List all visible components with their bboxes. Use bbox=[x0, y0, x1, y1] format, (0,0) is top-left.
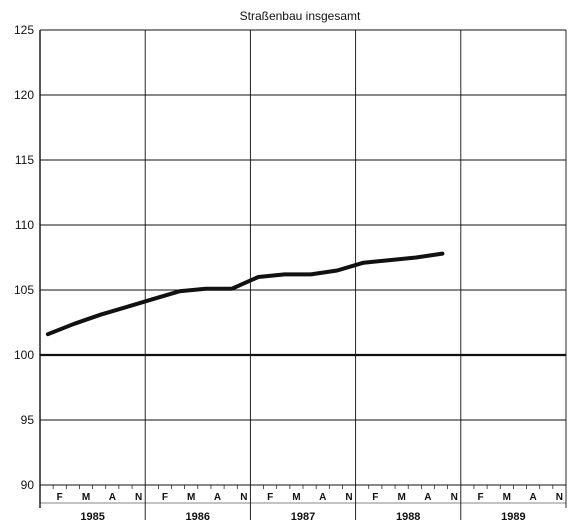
month-tick-label: A bbox=[530, 492, 537, 503]
month-tick-label: M bbox=[82, 492, 90, 503]
month-tick-label: F bbox=[162, 492, 168, 503]
year-label: 1986 bbox=[186, 511, 210, 523]
data-point bbox=[177, 289, 181, 293]
y-tick-label: 110 bbox=[15, 218, 34, 232]
x-axis-ticks: F M A N 1985 F M A N 1986 F M A N 1987 F M A N 1988 F M A N 1989 bbox=[52, 485, 563, 523]
month-tick-label: F bbox=[267, 492, 273, 503]
y-tick-label: 120 bbox=[14, 88, 34, 102]
data-point bbox=[440, 252, 444, 256]
y-tick-label: 105 bbox=[14, 283, 34, 297]
year-label: 1985 bbox=[80, 511, 104, 523]
month-tick-label: F bbox=[372, 492, 378, 503]
data-point bbox=[414, 256, 418, 259]
data-point bbox=[335, 269, 339, 272]
month-tick-label: M bbox=[187, 492, 195, 503]
month-tick-label: F bbox=[477, 492, 483, 503]
month-tick-label: F bbox=[57, 492, 63, 503]
month-tick-label: M bbox=[397, 492, 405, 503]
month-tick-label: A bbox=[424, 492, 431, 503]
chart-title: Straßenbau insgesamt bbox=[240, 9, 361, 23]
y-tick-label: 115 bbox=[15, 153, 34, 167]
month-tick-label: N bbox=[240, 492, 247, 503]
month-tick-label: A bbox=[319, 492, 326, 503]
data-point bbox=[256, 275, 260, 279]
data-point bbox=[151, 297, 155, 301]
month-tick-label: A bbox=[109, 492, 116, 503]
grid bbox=[39, 29, 567, 520]
month-tick-label: N bbox=[345, 492, 352, 503]
y-tick-label: 125 bbox=[14, 23, 34, 37]
series-layer bbox=[45, 251, 445, 337]
month-tick-label: N bbox=[451, 492, 458, 503]
year-label: 1989 bbox=[501, 511, 525, 523]
data-point bbox=[388, 258, 392, 262]
series-line bbox=[45, 251, 445, 337]
y-tick-label: 90 bbox=[21, 478, 35, 492]
month-tick-label: A bbox=[214, 492, 221, 503]
month-tick-label: M bbox=[503, 492, 511, 503]
data-point bbox=[283, 272, 287, 276]
year-label: 1988 bbox=[396, 511, 420, 523]
y-tick-label: 95 bbox=[21, 413, 35, 427]
y-axis-ticks: 90 95 100 105 110 115 120 125 bbox=[14, 23, 34, 492]
data-point bbox=[204, 287, 208, 291]
year-label: 1987 bbox=[291, 511, 315, 523]
data-point bbox=[72, 322, 76, 326]
data-point bbox=[230, 287, 234, 291]
month-tick-label: N bbox=[556, 492, 563, 503]
data-point bbox=[99, 313, 102, 317]
data-point bbox=[309, 272, 313, 276]
data-point bbox=[46, 332, 50, 336]
month-tick-label: N bbox=[135, 492, 142, 503]
data-point bbox=[362, 261, 365, 265]
y-tick-label: 100 bbox=[14, 348, 34, 362]
month-tick-label: M bbox=[292, 492, 300, 503]
data-point bbox=[125, 305, 129, 309]
